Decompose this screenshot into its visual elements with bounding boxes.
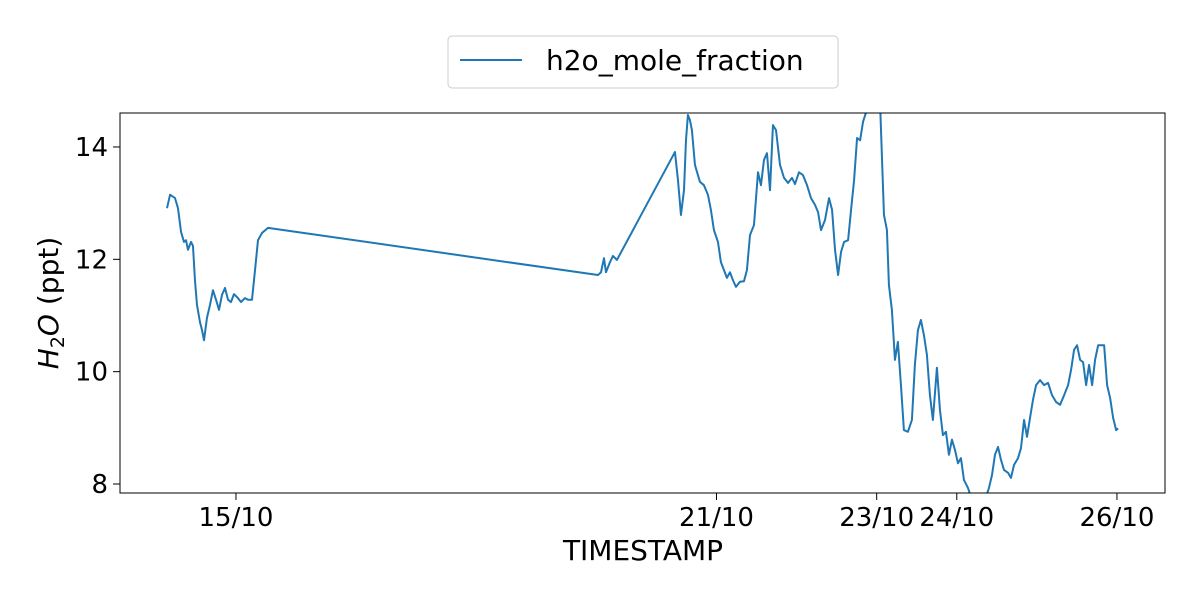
y-tick-label: 10 — [75, 358, 108, 388]
y-tick-label: 12 — [75, 245, 108, 275]
x-tick-label: 15/10 — [198, 503, 273, 533]
plot-area — [166, 113, 1119, 493]
y-axis-label: H2O (ppt) — [32, 237, 69, 369]
x-tick-label: 21/10 — [679, 503, 754, 533]
y-tick-label: 8 — [91, 470, 108, 500]
plot-frame — [119, 112, 1166, 494]
x-tick-label: 23/10 — [839, 503, 914, 533]
legend-box — [447, 35, 839, 89]
data-line — [166, 113, 1119, 493]
x-tick-label: 26/10 — [1079, 503, 1154, 533]
x-tick-label: 24/10 — [919, 503, 994, 533]
legend: h2o_mole_fraction — [447, 35, 839, 89]
y-tick-label: 14 — [75, 133, 108, 163]
x-axis-label: TIMESTAMP — [562, 534, 723, 567]
legend-label: h2o_mole_fraction — [546, 44, 804, 77]
